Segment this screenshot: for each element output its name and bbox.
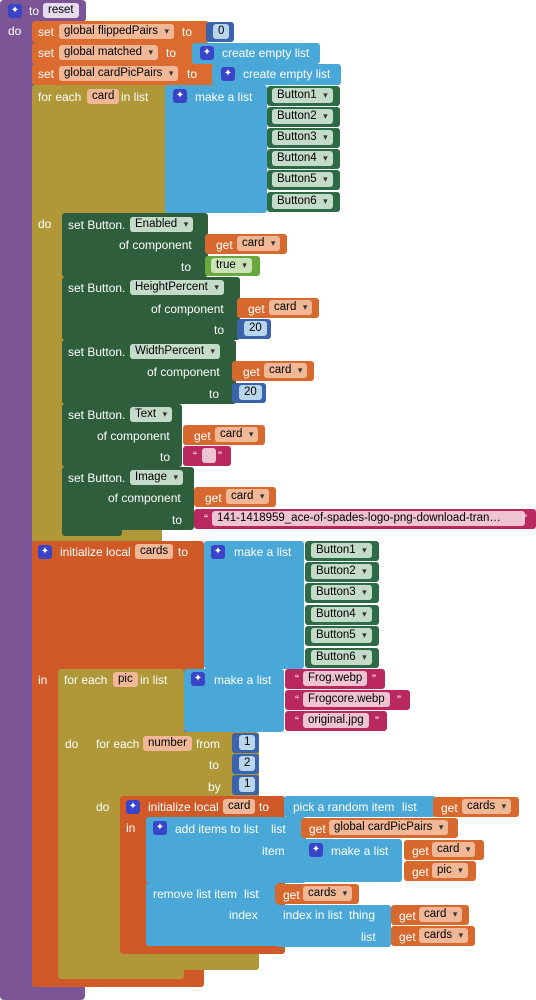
prop-enabled-dropdown[interactable]: Enabled xyxy=(130,217,194,232)
loop-var-card[interactable]: card xyxy=(87,89,120,104)
loop-var-pic[interactable]: pic xyxy=(113,672,138,687)
gear-icon[interactable]: ✦ xyxy=(200,46,214,60)
global-cardpic-dropdown[interactable]: global cardPicPairs xyxy=(59,66,179,81)
gear-icon[interactable]: ✦ xyxy=(221,67,235,81)
make-a-list-cards-block[interactable] xyxy=(204,541,304,669)
prop-width-dropdown[interactable]: WidthPercent xyxy=(130,344,221,359)
global-flipped-dropdown[interactable]: global flippedPairs xyxy=(59,24,174,39)
gear-icon[interactable]: ✦ xyxy=(153,821,167,835)
proc-do-label: do xyxy=(8,24,22,38)
global-matched-dropdown[interactable]: global matched xyxy=(59,45,158,60)
local-cards-name[interactable]: cards xyxy=(135,544,174,559)
gear-icon[interactable]: ✦ xyxy=(126,800,140,814)
proc-to-label: to xyxy=(29,4,40,18)
gear-icon[interactable]: ✦ xyxy=(38,545,52,559)
create-empty-list-block-1[interactable] xyxy=(192,43,320,64)
prop-image-dropdown[interactable]: Image xyxy=(130,470,183,485)
make-a-list-buttons-block[interactable] xyxy=(165,85,267,213)
gear-icon[interactable]: ✦ xyxy=(173,89,187,103)
gear-icon[interactable]: ✦ xyxy=(191,672,205,686)
create-empty-list-block-2[interactable] xyxy=(212,64,341,85)
pick-random-block[interactable] xyxy=(284,796,436,817)
gear-icon[interactable]: ✦ xyxy=(8,4,22,18)
procedure-name-field[interactable]: reset xyxy=(43,3,79,18)
prop-text-dropdown[interactable]: Text xyxy=(130,407,173,422)
prop-height-dropdown[interactable]: HeightPercent xyxy=(130,280,224,295)
remove-item-block[interactable] xyxy=(146,883,279,946)
image-filename-field[interactable]: 141-1418959_ace-of-spades-logo-png-downl… xyxy=(212,511,525,526)
gear-icon[interactable]: ✦ xyxy=(309,843,323,857)
index-in-list-block[interactable] xyxy=(276,905,391,947)
local-card-name[interactable]: card xyxy=(223,799,256,814)
number-zero-field[interactable]: 0 xyxy=(213,24,230,39)
loop-var-number[interactable]: number xyxy=(143,736,192,751)
gear-icon[interactable]: ✦ xyxy=(211,545,225,559)
